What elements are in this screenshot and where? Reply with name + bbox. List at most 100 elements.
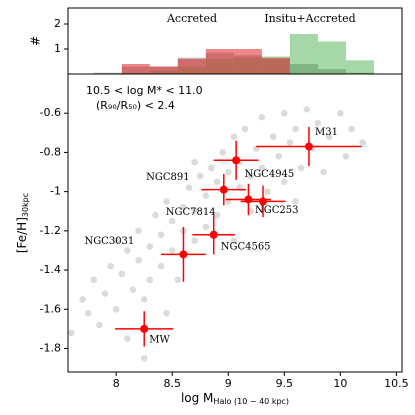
scatter-point — [135, 227, 142, 235]
histogram-bar — [205, 49, 234, 74]
histogram-bar — [261, 57, 290, 74]
scatter-point — [269, 133, 277, 141]
x-tick-label: 10 — [333, 377, 347, 390]
scatter-point — [320, 168, 327, 176]
scatter-point — [101, 290, 109, 297]
scatter-point — [174, 276, 182, 284]
scatter-point — [112, 305, 120, 313]
scatter-point — [275, 153, 283, 160]
scatter-point — [342, 153, 350, 160]
scatter-point — [140, 354, 148, 362]
scatter-point — [96, 321, 103, 329]
scatter-point — [107, 262, 114, 270]
scatter-point — [68, 329, 75, 337]
galaxy-point — [219, 185, 228, 194]
scatter-point — [202, 223, 210, 231]
y-tick-label: -1.2 — [40, 224, 61, 237]
scatter-point — [135, 256, 142, 264]
histogram-bar — [289, 34, 318, 74]
galaxy-point — [244, 195, 253, 204]
scatter-point — [191, 158, 198, 166]
galaxy-label: NGC3031 — [84, 236, 134, 247]
x-tick-label: 9.5 — [276, 377, 294, 390]
scatter-point — [337, 109, 344, 117]
scatter-point — [196, 172, 204, 180]
legend-label: Accreted — [166, 12, 217, 25]
x-axis-label: log MHalo (10 − 40 kpc) — [181, 391, 289, 406]
galaxy-point — [304, 142, 313, 151]
x-axis-label-sub: Halo (10 − 40 kpc) — [213, 397, 289, 406]
scatter-point — [112, 237, 120, 244]
scatter-point — [286, 139, 294, 146]
legend-label: Insitu+Accreted — [264, 12, 355, 25]
scatter-point — [303, 105, 311, 113]
galaxy-point — [140, 324, 149, 333]
x-tick-label: 8 — [113, 377, 120, 390]
galaxy-label: NGC253 — [255, 205, 298, 216]
scatter-point — [292, 125, 299, 133]
scatter-point — [230, 133, 238, 141]
scatter-point — [325, 133, 333, 141]
galaxy-point — [232, 156, 241, 165]
scatter-point — [292, 198, 299, 205]
scatter-point — [157, 231, 165, 239]
galaxy-point — [209, 230, 218, 239]
scatter-point — [90, 276, 98, 284]
histogram-bar — [233, 49, 262, 74]
galaxy-label: NGC4565 — [221, 241, 271, 252]
y-axis-label: # — [29, 36, 43, 46]
y-axis-label: [Fe/H]30kpc — [15, 193, 30, 253]
scatter-point — [258, 113, 266, 121]
scatter-point — [281, 178, 288, 186]
scatter-point — [247, 172, 254, 180]
scatter-point — [202, 192, 210, 199]
histogram-bar — [93, 72, 122, 74]
x-axis-label-main: log M — [181, 391, 213, 405]
scatter-point — [152, 211, 159, 219]
scatter-point — [84, 309, 92, 317]
scatter-point — [314, 119, 322, 127]
histogram-bar — [317, 41, 346, 74]
scatter-point — [129, 286, 137, 293]
scatter-point — [140, 296, 148, 303]
scatter-point — [118, 270, 126, 278]
scatter-point — [180, 204, 187, 211]
scatter-point — [168, 217, 176, 225]
panel-frame — [67, 73, 403, 373]
scatter-point — [146, 243, 154, 250]
histogram-bar — [121, 64, 150, 74]
scatter-point — [124, 247, 131, 254]
y-tick-label: -0.8 — [40, 145, 61, 158]
scatter-point — [163, 309, 170, 317]
scatter-point — [264, 188, 271, 195]
scatter-point — [168, 247, 176, 254]
scatter-point — [224, 168, 232, 176]
x-tick-label: 10.5 — [384, 377, 409, 390]
y-tick-label: -1.8 — [40, 341, 61, 354]
scatter-point — [230, 237, 238, 244]
histogram-bar — [149, 66, 178, 74]
y-tick-label: 1 — [54, 42, 61, 55]
galaxy-label: NGC891 — [146, 172, 189, 183]
galaxy-label: MW — [149, 334, 170, 345]
y-tick-label: -1 — [50, 185, 61, 198]
scatter-point — [258, 164, 266, 172]
scatter-point — [146, 276, 154, 284]
scatter-point — [359, 139, 367, 146]
galaxy-label: M31 — [315, 127, 338, 138]
y-axis-label-main: [Fe/H] — [15, 217, 29, 253]
galaxy-point — [259, 197, 268, 206]
annotation: (R₉₀/R₅₀) < 2.4 — [96, 99, 175, 112]
scatter-point — [157, 262, 165, 270]
x-tick-label: 8.5 — [163, 377, 181, 390]
y-axis-label-sub: 30kpc — [21, 193, 30, 217]
scatter-point — [213, 211, 221, 219]
galaxy-label: NGC4945 — [244, 169, 294, 180]
scatter-point — [191, 237, 198, 244]
scatter-point — [79, 296, 86, 303]
y-tick-label: -0.6 — [40, 106, 61, 119]
galaxy-point — [179, 250, 188, 259]
y-tick-label: -1.6 — [40, 302, 61, 315]
histogram-bar — [345, 60, 374, 74]
